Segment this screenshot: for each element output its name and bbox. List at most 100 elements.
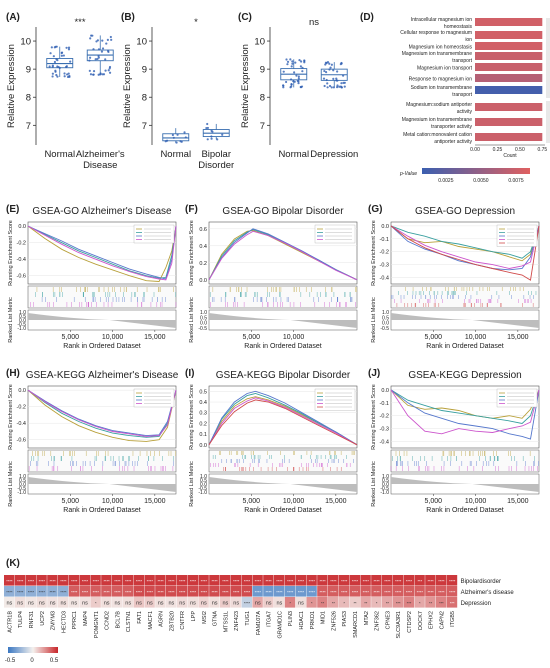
data-point <box>53 60 57 64</box>
data-point <box>284 80 288 84</box>
data-point <box>102 73 106 76</box>
x-tick-label: 10,000 <box>283 334 305 341</box>
data-point <box>291 60 294 63</box>
x-tick-label: 5,000 <box>425 334 443 341</box>
colorbar-tick-label: -0.5 <box>5 658 16 664</box>
heatmap-cell <box>79 597 90 608</box>
data-point <box>101 47 105 50</box>
x-axis-label: Rank in Ordered Dataset <box>244 343 321 350</box>
x-tick-label: 0.75 <box>537 147 547 153</box>
y-axis-label: Relative Expression <box>240 44 251 128</box>
y-tick-label: 0.0 <box>199 443 207 449</box>
data-point <box>99 73 102 76</box>
metric-tick-label: 0.5 <box>200 315 207 321</box>
data-point <box>326 82 329 85</box>
data-point <box>336 70 339 73</box>
heatmap-cell <box>144 597 155 608</box>
go-term-label: ion <box>465 37 472 43</box>
heatmap-cell <box>328 575 339 586</box>
legend-tick-label: 0.0025 <box>438 178 454 184</box>
data-point <box>51 75 54 78</box>
heatmap-cell <box>392 586 404 597</box>
significance-label: ns <box>222 601 228 607</box>
x-tick-label: 0.25 <box>493 147 503 153</box>
heatmap-cell <box>68 597 80 608</box>
heatmap-cell <box>230 597 242 608</box>
bar <box>475 42 543 50</box>
heatmap-cell <box>220 597 231 608</box>
data-point <box>183 131 186 134</box>
significance-label: * <box>95 601 97 606</box>
data-point <box>332 86 335 89</box>
heatmap-column-label: ZNF362 <box>375 611 381 631</box>
significance-label: * <box>419 601 421 606</box>
es-series-line <box>390 225 540 262</box>
x-tick-label: 5,000 <box>243 334 261 341</box>
significance-label: **** <box>255 590 262 595</box>
heatmap-column-label: HECTD3 <box>61 611 67 633</box>
x-tick-label: Alzheimer's <box>76 149 125 160</box>
significance-label: **** <box>373 579 380 584</box>
heatmap-cell <box>252 586 263 597</box>
es-series-line <box>27 225 177 279</box>
x-tick-label: 10,000 <box>283 498 305 505</box>
data-point <box>221 133 224 136</box>
y-tick-label: 0.4 <box>199 244 207 250</box>
data-point <box>297 82 300 85</box>
significance-label: ns <box>147 601 153 607</box>
heatmap-row-label: Alzheimer's disease <box>461 590 515 596</box>
significance-label: **** <box>309 590 316 595</box>
y-axis-label: Running Enrichment Score <box>8 384 14 450</box>
metric-tick-label: 0.5 <box>19 478 26 484</box>
heatmap-cell <box>144 586 155 597</box>
heatmap-cell <box>295 575 306 586</box>
data-point <box>326 86 329 89</box>
y-axis-label: Relative Expression <box>122 44 133 128</box>
panel-label: (C) <box>238 12 252 23</box>
y-axis-label: Running Enrichment Score <box>189 220 195 286</box>
y-tick-label: -0.1 <box>380 237 389 243</box>
data-point <box>56 59 59 62</box>
significance-label: **** <box>330 579 337 584</box>
heatmap-cell <box>101 575 112 586</box>
y-tick-label: -0.4 <box>17 421 26 427</box>
significance-label: ** <box>386 601 390 606</box>
heatmap-column-label: MID1 <box>321 611 327 624</box>
bar <box>475 63 543 71</box>
significance-label: **** <box>60 579 67 584</box>
data-point <box>292 79 295 83</box>
x-tick-label: 10,000 <box>102 334 124 341</box>
significance-label: **** <box>103 579 110 584</box>
data-point <box>303 59 306 63</box>
data-point <box>107 50 110 54</box>
heatmap-cell <box>425 597 436 608</box>
heatmap-colorbar <box>8 647 58 653</box>
y-tick-label: 0.0 <box>199 278 207 284</box>
heatmap-cell <box>360 586 371 597</box>
significance-label: **** <box>6 590 13 595</box>
heatmap-cell <box>187 597 198 608</box>
significance-label: *** <box>396 601 401 606</box>
significance-label: **** <box>71 579 78 584</box>
significance-label: **** <box>406 590 413 595</box>
panel-label: (G) <box>368 204 382 215</box>
y-tick-label: 9 <box>142 65 147 76</box>
ranked-metric-area <box>209 477 357 492</box>
significance-label: **** <box>39 579 46 584</box>
heatmap-column-label: ACTR1B <box>7 611 13 633</box>
data-point <box>205 126 208 130</box>
heatmap-column-label: ZNF423 <box>234 611 240 631</box>
significance-label: **** <box>157 590 164 595</box>
y-tick-label: 0.0 <box>18 224 26 230</box>
x-tick-label: 15,000 <box>507 334 529 341</box>
data-point <box>92 70 96 73</box>
heatmap-cell <box>263 575 274 586</box>
es-series-line <box>208 399 358 446</box>
data-point <box>97 48 101 51</box>
heatmap-cell <box>4 586 15 597</box>
data-point <box>206 138 209 141</box>
data-point <box>206 122 209 126</box>
heatmap-cell <box>403 575 414 586</box>
heatmap-cell <box>241 597 252 608</box>
significance-label: **** <box>233 579 240 584</box>
